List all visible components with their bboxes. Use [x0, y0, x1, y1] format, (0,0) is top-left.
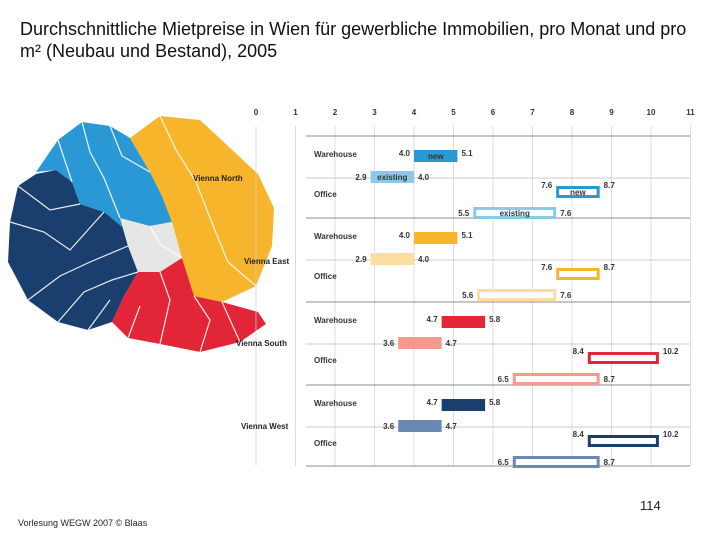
bar [370, 171, 414, 183]
slide-title: Durchschnittliche Mietpreise in Wien für… [20, 19, 687, 61]
bar [414, 150, 458, 162]
value-label-high: 8.7 [604, 375, 616, 384]
row-label-office: Office [314, 190, 337, 199]
value-label-high: 4.0 [418, 255, 430, 264]
region-label: Vienna South [236, 339, 287, 348]
bar [556, 268, 600, 280]
bar [477, 289, 557, 301]
bar [398, 420, 442, 432]
x-tick-label: 3 [372, 108, 377, 117]
bar [512, 373, 600, 385]
value-label-low: 6.5 [498, 375, 510, 384]
row-label-warehouse: Warehouse [314, 232, 357, 241]
vienna-map [8, 115, 274, 353]
value-label-high: 10.2 [663, 347, 679, 356]
value-label-low: 3.6 [383, 339, 395, 348]
value-label-high: 8.7 [604, 458, 616, 467]
value-label-high: 7.6 [560, 291, 572, 300]
value-label-low: 2.9 [355, 173, 367, 182]
row-label-office: Office [314, 356, 337, 365]
bar [473, 207, 557, 219]
x-tick-label: 7 [530, 108, 535, 117]
row-label-warehouse: Warehouse [314, 150, 357, 159]
value-label-high: 5.8 [489, 398, 501, 407]
footer-text: Vorlesung WEGW 2007 © Blaas [18, 518, 148, 528]
region-label: Vienna East [244, 257, 290, 266]
x-tick-label: 2 [333, 108, 338, 117]
value-label-high: 4.7 [446, 339, 458, 348]
row-label-warehouse: Warehouse [314, 399, 357, 408]
bar [414, 232, 458, 244]
row-label-office: Office [314, 439, 337, 448]
map-south [112, 258, 266, 352]
gridlines [255, 126, 691, 466]
x-tick-label: 4 [412, 108, 417, 117]
x-tick-label: 11 [686, 108, 695, 117]
bar [587, 352, 659, 364]
x-tick-label: 10 [647, 108, 656, 117]
slide-number: 114 [640, 498, 661, 513]
x-tick-labels: 0 1 2 3 4 5 6 7 8 9 10 11 [254, 108, 696, 117]
value-label-high: 5.8 [489, 315, 501, 324]
bar-inner-label: existing [500, 209, 530, 218]
value-label-high: 5.1 [461, 231, 473, 240]
value-labels: new 4.0 5.1 existing 2.9 4.0 new 7.6 8.7 existing… [355, 149, 679, 467]
value-label-low: 7.6 [541, 181, 553, 190]
region-label: Vienna North [193, 174, 243, 183]
value-label-low: 6.5 [498, 458, 510, 467]
row-label-warehouse: Warehouse [314, 316, 357, 325]
bar [398, 337, 442, 349]
bars [370, 150, 659, 468]
x-tick-label: 6 [491, 108, 496, 117]
value-label-low: 8.4 [573, 347, 585, 356]
bar-inner-label: new [428, 152, 444, 161]
value-label-high: 7.6 [560, 209, 572, 218]
value-label-high: 8.7 [604, 181, 616, 190]
value-label-low: 4.0 [399, 149, 411, 158]
value-label-high: 8.7 [604, 263, 616, 272]
bar [587, 435, 659, 447]
region-labels: Vienna North Vienna East Vienna South Vienn… [193, 174, 290, 431]
value-label-low: 7.6 [541, 263, 553, 272]
value-label-low: 8.4 [573, 430, 585, 439]
value-label-low: 4.7 [427, 315, 439, 324]
x-tick-label: 9 [609, 108, 614, 117]
value-label-high: 5.1 [461, 149, 473, 158]
region-label: Vienna West [241, 422, 289, 431]
row-label-office: Office [314, 272, 337, 281]
bar-inner-label: existing [377, 173, 407, 182]
bar [512, 456, 600, 468]
value-label-low: 2.9 [355, 255, 367, 264]
x-tick-label: 1 [293, 108, 298, 117]
value-label-high: 4.0 [418, 173, 430, 182]
bar [441, 399, 486, 411]
bar-inner-label: new [570, 188, 586, 197]
x-tick-label: 8 [570, 108, 575, 117]
bar [370, 253, 414, 265]
value-label-low: 3.6 [383, 422, 395, 431]
bar [556, 186, 600, 198]
map-east [130, 116, 274, 302]
row-labels: Warehouse Office Warehouse Office Warehouse O… [314, 150, 357, 448]
x-tick-label: 5 [451, 108, 456, 117]
value-label-high: 4.7 [446, 422, 458, 431]
bar [441, 316, 486, 328]
x-tick-label: 0 [254, 108, 259, 117]
value-label-low: 4.0 [399, 231, 411, 240]
value-label-low: 5.6 [462, 291, 474, 300]
map-center [120, 218, 182, 272]
value-label-high: 10.2 [663, 430, 679, 439]
value-label-low: 4.7 [427, 398, 439, 407]
value-label-low: 5.5 [458, 209, 470, 218]
